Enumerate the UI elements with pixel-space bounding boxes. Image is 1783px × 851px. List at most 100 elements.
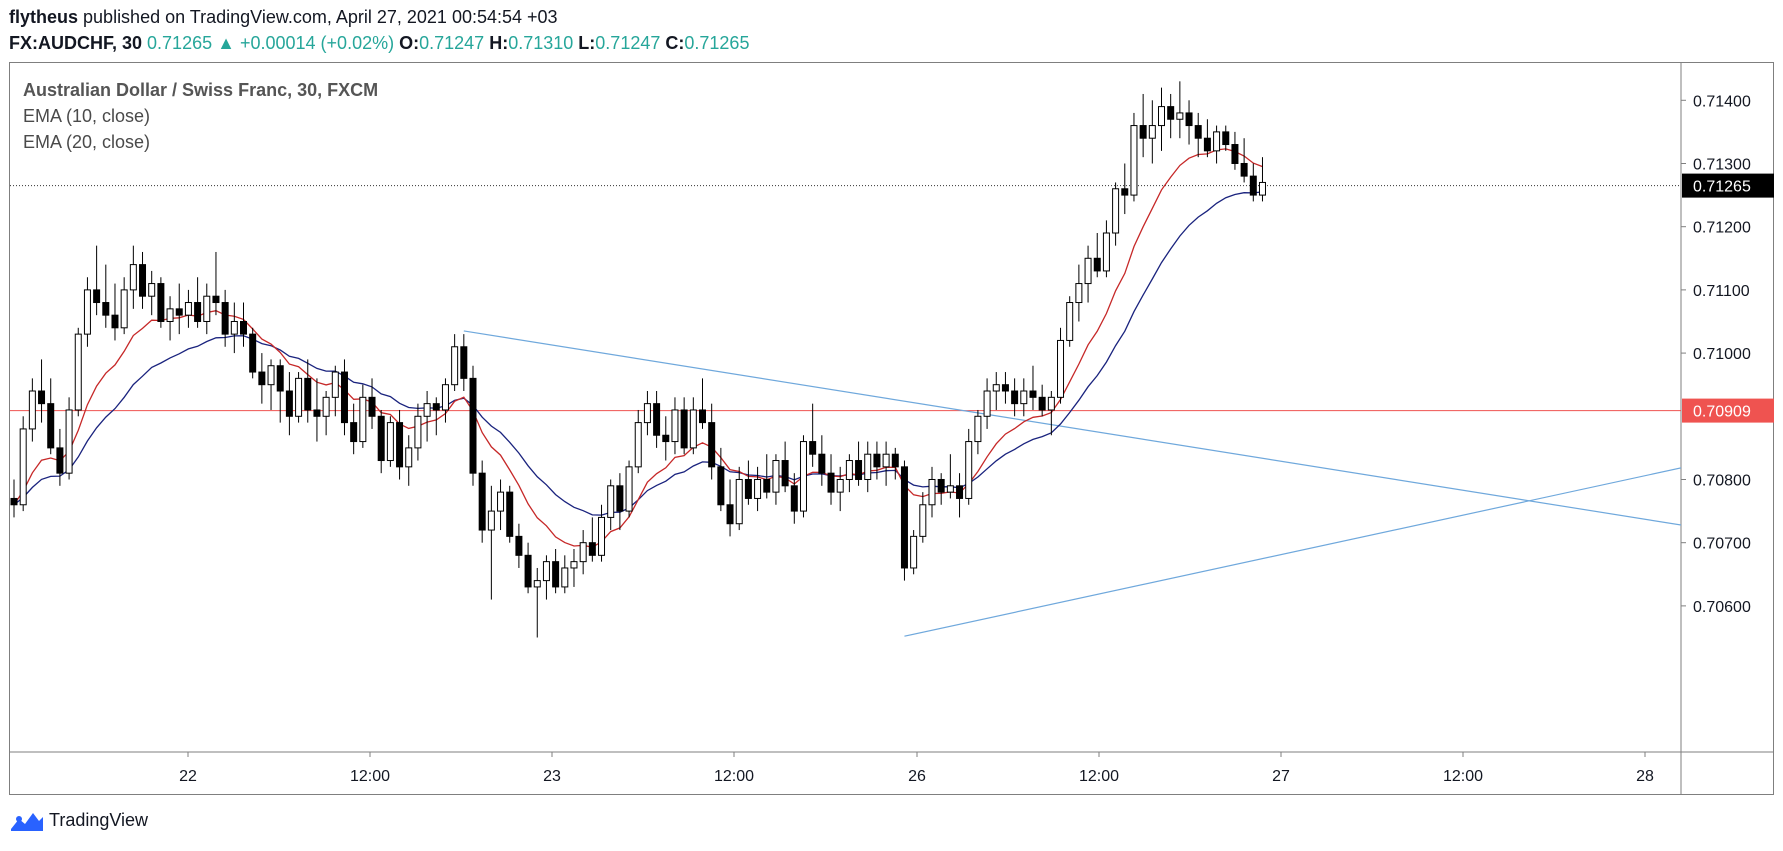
- tradingview-brand[interactable]: TradingView: [11, 810, 148, 831]
- candle-body: [928, 478, 936, 506]
- candle-body: [1185, 112, 1193, 127]
- candle-body: [818, 453, 826, 474]
- candle-body: [1093, 257, 1101, 272]
- legend-ema20[interactable]: EMA (20, close): [23, 132, 151, 152]
- candle-body: [83, 289, 91, 335]
- close-label: C:: [665, 33, 685, 53]
- x-tick-label: 23: [543, 768, 561, 785]
- candle-body: [616, 485, 624, 512]
- candle-body: [699, 409, 706, 424]
- candle-body: [781, 460, 789, 487]
- candle-body: [184, 302, 192, 316]
- candle-body: [634, 422, 642, 468]
- candle-body: [836, 478, 844, 493]
- published-text: published on TradingView.com, April 27, …: [83, 7, 558, 27]
- candle-body: [478, 472, 486, 531]
- x-tick-label: 12:00: [1079, 768, 1119, 785]
- candle-body: [1194, 125, 1202, 139]
- candle-body: [1203, 137, 1211, 152]
- candle-body: [689, 409, 697, 449]
- candle-body: [717, 466, 725, 506]
- candle-body: [799, 441, 807, 512]
- y-tick-label: 0.71400: [1693, 93, 1751, 110]
- candle-body: [267, 365, 275, 386]
- candle-body: [1001, 384, 1009, 392]
- candle-body: [882, 453, 890, 468]
- candle-body: [827, 472, 835, 493]
- candle-body: [625, 466, 633, 512]
- y-tick-label: 0.71000: [1693, 346, 1751, 363]
- candle-body: [891, 453, 899, 468]
- candle-body: [249, 333, 257, 373]
- candle-body: [542, 561, 550, 582]
- candle-body: [1148, 125, 1156, 139]
- high-label: H:: [489, 33, 509, 53]
- candle-body: [552, 561, 560, 588]
- close-value: 0.71265: [684, 33, 750, 53]
- candle-body: [469, 377, 477, 474]
- candle-body: [487, 510, 495, 531]
- candle-body: [38, 390, 46, 405]
- candle-body: [735, 478, 743, 525]
- candle-body: [93, 289, 101, 304]
- candle-body: [607, 485, 615, 518]
- candle-body: [864, 453, 872, 480]
- candle-body: [432, 403, 440, 411]
- candle-body: [1029, 390, 1037, 398]
- candle-body: [1167, 106, 1175, 120]
- candle-body: [643, 403, 651, 424]
- candle-body: [763, 478, 771, 493]
- candle-body: [340, 371, 348, 424]
- candle-body: [956, 485, 964, 499]
- candle-body: [524, 554, 532, 588]
- low-value: 0.71247: [595, 33, 661, 53]
- publish-info: flytheus published on TradingView.com, A…: [9, 7, 558, 28]
- y-tick-label: 0.71200: [1693, 220, 1751, 237]
- candle-body: [276, 365, 284, 392]
- legend-ema10[interactable]: EMA (10, close): [23, 106, 151, 126]
- y-tick-label: 0.70700: [1693, 536, 1751, 553]
- candle-body: [919, 504, 927, 537]
- candle-body: [405, 447, 413, 468]
- y-tick-label: 0.71100: [1693, 283, 1750, 300]
- candle-body: [129, 264, 137, 291]
- x-tick-label: 26: [908, 768, 926, 785]
- candle-body: [1121, 188, 1129, 196]
- candle-body: [1139, 125, 1147, 139]
- candle-body: [497, 491, 505, 512]
- candle-body: [331, 371, 339, 398]
- candle-body: [533, 580, 541, 588]
- y-tick-label: 0.70600: [1693, 599, 1751, 616]
- candle-body: [74, 333, 82, 411]
- candle-body: [102, 302, 110, 316]
- candle-body: [203, 295, 211, 322]
- candle-body: [965, 441, 973, 499]
- candle-body: [295, 377, 303, 417]
- candle-body: [175, 308, 183, 316]
- candle-body: [194, 302, 202, 322]
- candle-body: [1011, 390, 1019, 405]
- candle-body: [1249, 175, 1257, 196]
- candle-body: [772, 460, 780, 493]
- low-label: L:: [578, 33, 596, 53]
- candle-body: [744, 478, 752, 499]
- y-tick-label: 0.71300: [1693, 156, 1751, 173]
- candle-body: [653, 403, 661, 436]
- candle-body: [148, 283, 156, 297]
- chart-title: Australian Dollar / Swiss Franc, 30, FXC…: [23, 80, 379, 100]
- candle-body: [598, 516, 606, 556]
- price-change: +0.00014 (+0.02%): [239, 33, 395, 53]
- chart-frame: [9, 62, 1774, 795]
- candle-body: [65, 409, 73, 474]
- x-tick-label: 12:00: [350, 768, 390, 785]
- candle-body: [570, 561, 578, 569]
- candle-body: [451, 346, 459, 386]
- x-tick-label: 28: [1636, 768, 1654, 785]
- candle-body: [157, 283, 165, 322]
- candle-body: [460, 346, 468, 379]
- candle-body: [579, 542, 587, 563]
- candle-body: [423, 403, 431, 417]
- x-tick-label: 27: [1272, 768, 1290, 785]
- trendline-ascending: [904, 467, 1681, 637]
